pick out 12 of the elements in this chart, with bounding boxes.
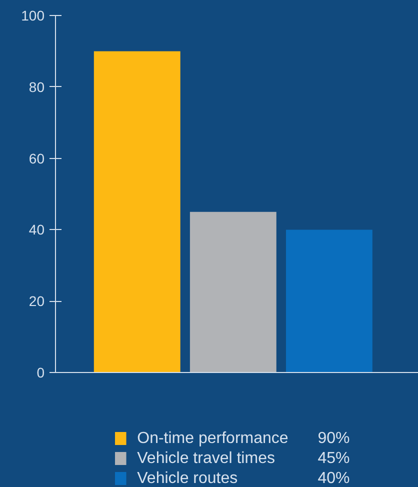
y-tick-label: 0	[36, 364, 45, 380]
legend-label: On-time performance	[137, 430, 288, 447]
y-tick-label: 80	[28, 78, 45, 95]
text: 45%	[318, 450, 350, 467]
text: 90%	[318, 430, 350, 447]
y-tick-label: 100	[21, 8, 45, 24]
y-tick-label: 40	[28, 222, 45, 238]
legend-label: Vehicle routes	[137, 470, 238, 487]
text: 40%	[318, 470, 350, 487]
legend-label: Vehicle travel times	[137, 450, 275, 467]
y-tick-label: 60	[28, 150, 45, 166]
y-tick-label: 20	[28, 293, 45, 310]
